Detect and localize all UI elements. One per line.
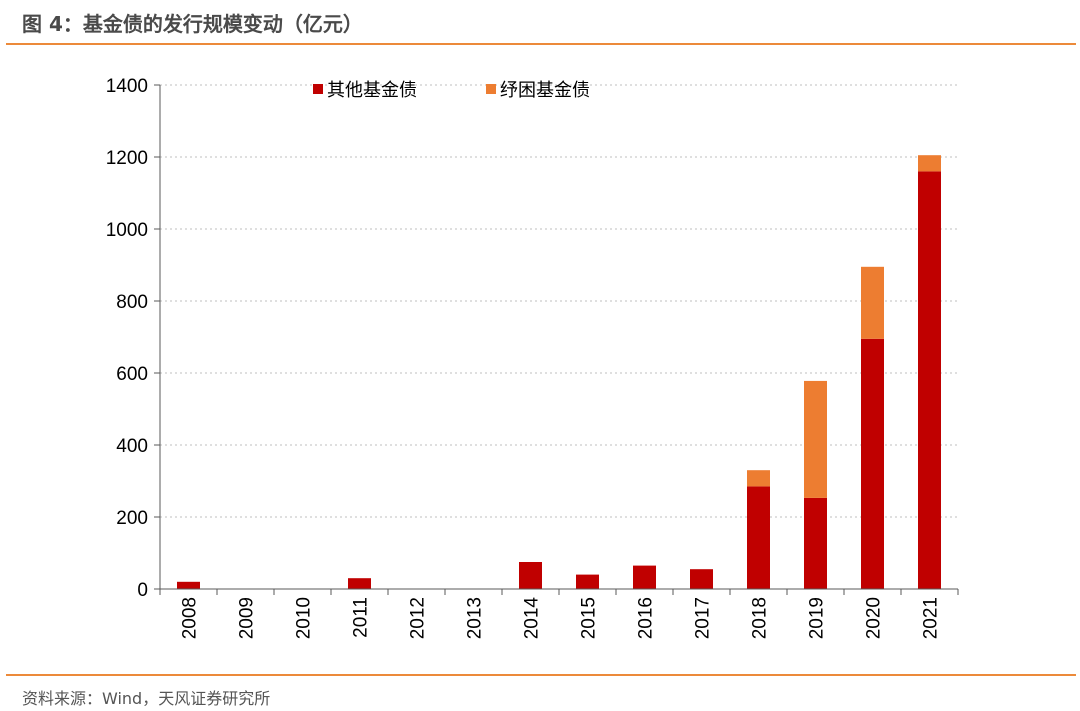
y-tick-label: 600: [116, 364, 148, 385]
x-tick-label: 2009: [237, 597, 258, 639]
x-tick-label: 2008: [180, 597, 201, 639]
legend: 其他基金债 纾困基金债: [313, 80, 590, 101]
bar-other-fund-bond: [576, 574, 599, 589]
bar-relief-fund-bond: [861, 266, 884, 339]
x-tick-label: 2012: [408, 597, 429, 639]
y-tick-label: 1000: [106, 220, 148, 241]
figure-title: 图 4：基金债的发行规模变动（亿元）: [22, 12, 363, 36]
bar-other-fund-bond: [861, 338, 884, 589]
x-tick-label: 2020: [864, 597, 885, 639]
y-tick-labels: 0 200 400 600 800 1000 1200 1400: [106, 76, 160, 601]
x-tick-label: 2021: [921, 597, 942, 639]
grid-lines: [160, 84, 958, 518]
bar-relief-fund-bond: [804, 380, 827, 498]
source-note: 资料来源：Wind，天风证券研究所: [22, 689, 271, 708]
x-tick-label: 2017: [693, 597, 714, 639]
bar-other-fund-bond: [690, 569, 713, 589]
bar-other-fund-bond: [918, 171, 941, 589]
x-tick-label: 2011: [351, 597, 372, 638]
bar-other-fund-bond: [348, 578, 371, 589]
x-tick-label: 2016: [636, 597, 657, 639]
y-tick-label: 400: [116, 436, 148, 457]
x-tick-label: 2014: [522, 597, 543, 640]
bar-relief-fund-bond: [918, 155, 941, 172]
legend-swatch-other: [313, 84, 323, 94]
x-tick-label: 2010: [294, 597, 315, 639]
y-tick-label: 1200: [106, 148, 148, 169]
bar-relief-fund-bond: [747, 470, 770, 487]
header-rule: [6, 43, 1076, 45]
bar-other-fund-bond: [804, 497, 827, 589]
y-tick-label: 0: [137, 580, 148, 601]
bar-other-fund-bond: [747, 486, 770, 589]
x-tick-label: 2015: [579, 597, 600, 639]
legend-label-other: 其他基金债: [327, 80, 417, 101]
x-tick-labels: 2008 2009 2010 2011 2012 2013 2014 2015 2016 2017…: [180, 597, 942, 640]
legend-swatch-relief: [486, 84, 496, 94]
y-tick-label: 200: [116, 508, 148, 529]
x-tick-label: 2019: [807, 597, 828, 639]
x-tick-label: 2018: [750, 597, 771, 639]
footer-rule: [6, 674, 1076, 676]
bar-other-fund-bond: [633, 565, 656, 589]
legend-label-relief: 纾困基金债: [500, 80, 590, 101]
y-tick-label: 800: [116, 292, 148, 313]
bar-other-fund-bond: [177, 581, 200, 589]
bars: [177, 155, 941, 589]
bar-other-fund-bond: [519, 562, 542, 589]
x-tick-label: 2013: [465, 597, 486, 639]
y-tick-label: 1400: [106, 76, 148, 97]
axes: [159, 85, 959, 595]
